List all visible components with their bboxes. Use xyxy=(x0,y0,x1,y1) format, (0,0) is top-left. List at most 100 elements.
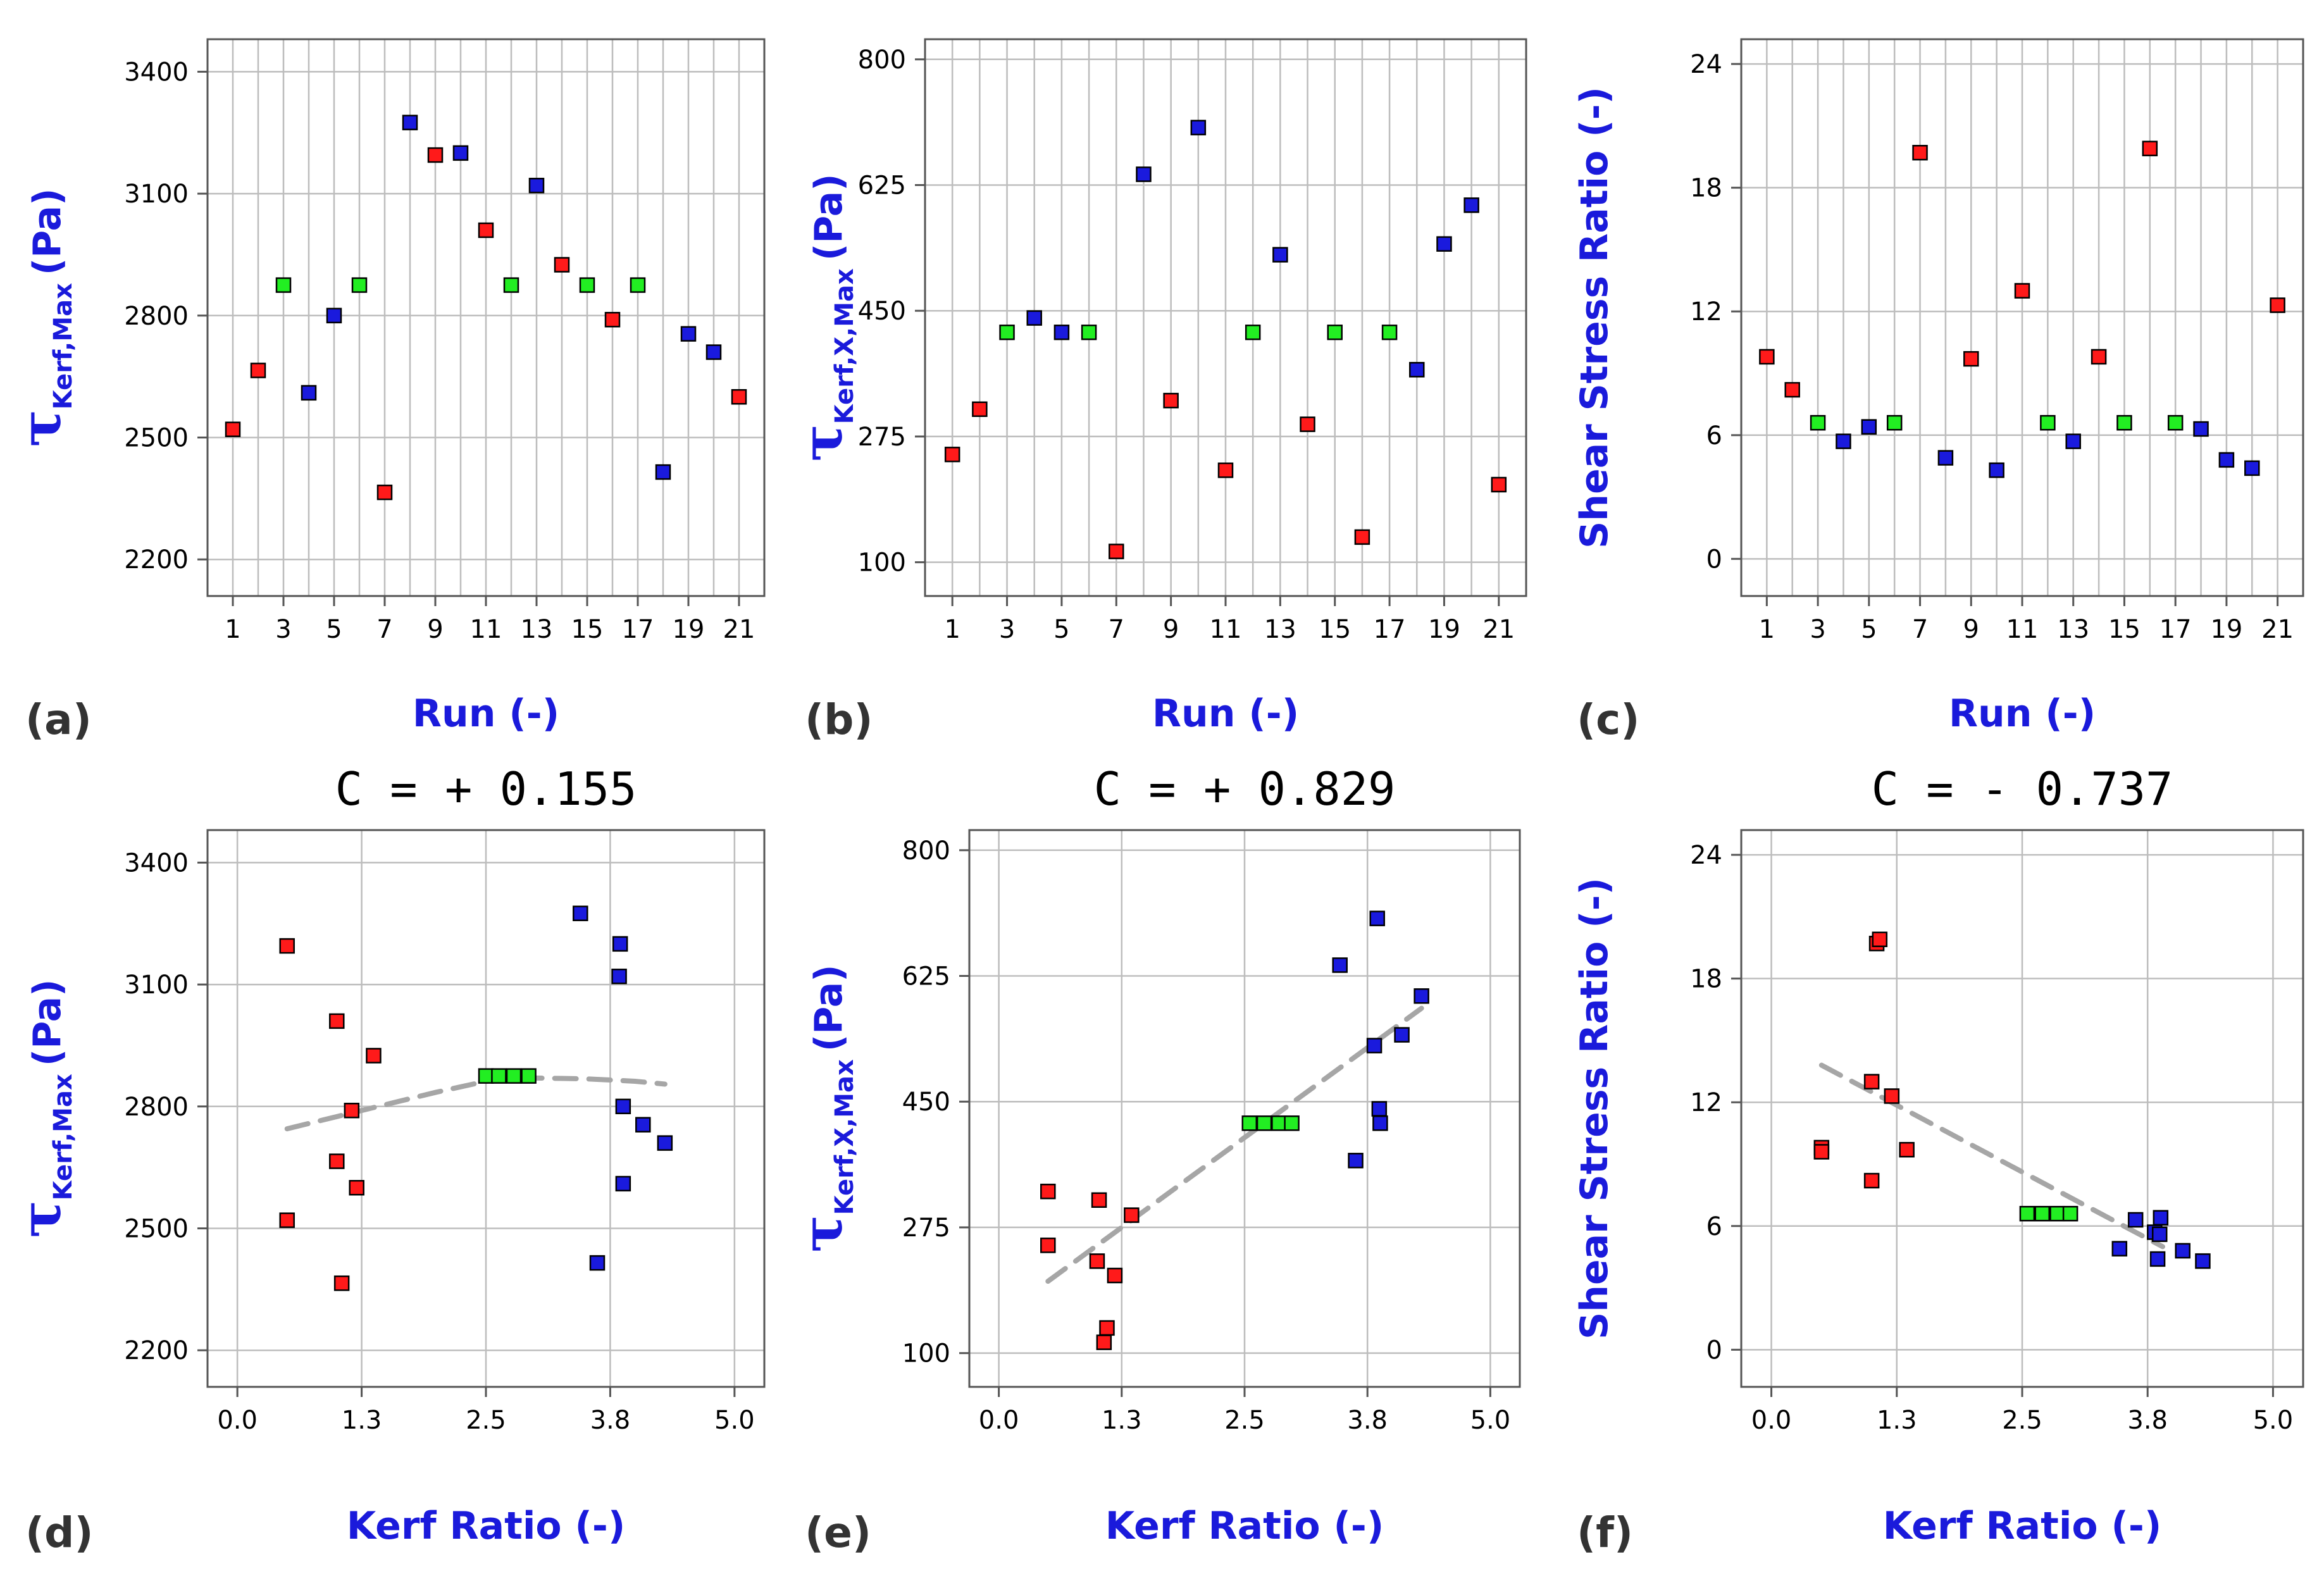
data-point-green xyxy=(999,325,1015,340)
y-axis-label: τKerf,X,Max (Pa) xyxy=(789,964,859,1252)
data-point-red xyxy=(1040,1238,1056,1253)
data-point-blue xyxy=(1026,310,1042,326)
trend-fit-line xyxy=(1818,1062,2165,1250)
x-axis-label: Kerf Ratio (-) xyxy=(347,1504,626,1548)
data-point-blue xyxy=(1190,120,1207,135)
data-point-blue xyxy=(1272,247,1288,263)
y-tick-label: 625 xyxy=(902,962,950,991)
y-tick-label: 3100 xyxy=(124,180,189,209)
x-tick-label: 15 xyxy=(2108,615,2141,644)
data-point-blue xyxy=(1053,325,1070,340)
data-point-blue xyxy=(1414,988,1429,1004)
y-tick-label: 6 xyxy=(1706,1212,1722,1241)
x-tick-label: 5 xyxy=(1861,615,1877,644)
data-point-red xyxy=(427,147,444,163)
x-tick-label: 1.3 xyxy=(1877,1406,1917,1435)
y-tick-label: 2200 xyxy=(124,545,189,574)
x-tick-label: 17 xyxy=(622,615,654,644)
data-point-red xyxy=(279,1212,295,1228)
data-point-red xyxy=(329,1153,345,1169)
data-point-blue xyxy=(657,1135,673,1151)
tau-subscript: Kerf,X,Max xyxy=(830,268,859,424)
data-point-green xyxy=(2167,414,2184,431)
data-point-green xyxy=(1271,1115,1287,1131)
x-tick-label: 5.0 xyxy=(1470,1406,1511,1435)
data-point-red xyxy=(225,421,241,437)
data-point-green xyxy=(1886,414,1903,431)
data-point-red xyxy=(478,222,494,239)
data-point-green xyxy=(2116,414,2132,431)
data-point-red xyxy=(2142,140,2158,156)
chart-panel-e: 0.0 1.3 2.5 3.8 5.0 100 275 450 625 800 Kerf Ratio… xyxy=(789,762,1521,1557)
x-tick-label: 1.3 xyxy=(1102,1406,1142,1435)
data-point-red xyxy=(1040,1183,1056,1200)
x-tick-label: 19 xyxy=(673,615,705,644)
y-tick-label: 450 xyxy=(902,1088,950,1117)
data-point-blue xyxy=(1836,433,1851,449)
data-point-blue xyxy=(528,177,545,194)
data-point-blue xyxy=(2151,1226,2168,1243)
panel-letter: (e) xyxy=(805,1508,871,1557)
data-point-blue xyxy=(1371,1101,1388,1117)
data-point-red xyxy=(1217,462,1234,478)
correlation-annotation: C = - 0.737 xyxy=(1872,762,2173,816)
x-tick-label: 0.0 xyxy=(217,1406,258,1435)
tau-subscript: Kerf,Max xyxy=(49,283,78,409)
data-point-blue xyxy=(1989,462,2004,478)
data-point-blue xyxy=(612,936,628,952)
x-axis-label: Run (-) xyxy=(1949,692,2096,736)
x-tick-label: 13 xyxy=(1264,615,1296,644)
data-point-blue xyxy=(1937,450,1954,466)
data-point-green xyxy=(1241,1115,1258,1131)
data-point-green xyxy=(1810,414,1826,431)
data-point-blue xyxy=(2065,433,2081,449)
x-tick-label: 17 xyxy=(2159,615,2192,644)
panel-letter: (b) xyxy=(805,695,873,744)
y-tick-label: 2200 xyxy=(124,1336,189,1365)
data-point-green xyxy=(1081,325,1097,340)
x-tick-label: 19 xyxy=(1428,615,1460,644)
tau-subscript: Kerf,X,Max xyxy=(830,1059,859,1215)
data-point-red xyxy=(1784,382,1800,398)
y-tick-label: 24 xyxy=(1690,50,1722,79)
data-point-red xyxy=(1491,476,1507,493)
data-point-blue xyxy=(402,115,418,130)
y-tick-label: 6 xyxy=(1706,421,1722,450)
data-point-blue xyxy=(655,464,671,480)
data-point-red xyxy=(333,1275,350,1291)
data-point-red xyxy=(944,447,960,462)
data-point-blue xyxy=(635,1117,651,1133)
x-tick-label: 1.3 xyxy=(342,1406,382,1435)
data-point-red xyxy=(2091,349,2107,365)
data-point-blue xyxy=(705,344,722,360)
y-tick-label: 3400 xyxy=(124,848,189,878)
data-point-red xyxy=(1099,1320,1115,1336)
tau-symbol: τ xyxy=(8,409,73,447)
data-point-green xyxy=(1256,1115,1272,1131)
data-point-blue xyxy=(680,326,697,342)
tau-unit: (Pa) xyxy=(807,964,851,1052)
data-point-blue xyxy=(1136,166,1152,182)
x-tick-label: 3.8 xyxy=(2127,1406,2168,1435)
x-axis-label: Kerf Ratio (-) xyxy=(1105,1504,1384,1548)
x-tick-label: 11 xyxy=(2006,615,2039,644)
x-tick-label: 15 xyxy=(571,615,604,644)
y-tick-label: 3400 xyxy=(124,58,189,87)
data-point-red xyxy=(1107,1267,1123,1284)
data-point-red xyxy=(1872,931,1888,947)
data-point-green xyxy=(521,1068,537,1084)
data-point-blue xyxy=(589,1255,606,1271)
data-point-blue xyxy=(2149,1251,2166,1267)
data-point-blue xyxy=(2195,1253,2211,1269)
data-point-red xyxy=(1096,1334,1112,1350)
trend-fit-line xyxy=(284,1075,668,1132)
correlation-annotation: C = + 0.155 xyxy=(335,762,637,816)
tau-symbol: τ xyxy=(789,1215,855,1252)
x-tick-label: 3.8 xyxy=(590,1406,631,1435)
data-point-red xyxy=(1899,1141,1915,1158)
y-axis-label: τKerf,X,Max (Pa) xyxy=(789,173,859,461)
data-point-red xyxy=(349,1180,364,1196)
x-tick-label: 21 xyxy=(2261,615,2294,644)
